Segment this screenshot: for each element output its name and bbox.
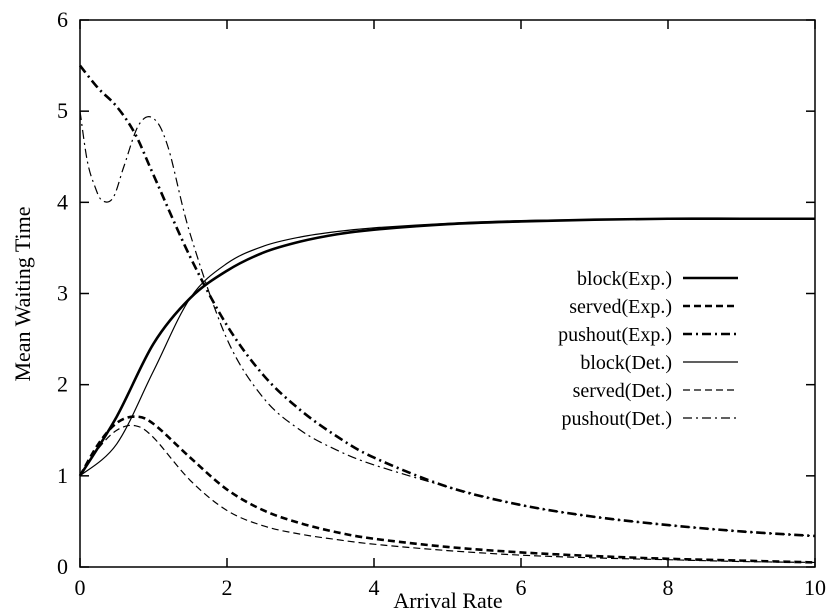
y-tick-label: 2	[57, 372, 68, 397]
y-tick-label: 6	[57, 7, 68, 32]
x-tick-label: 4	[369, 575, 380, 600]
y-tick-label: 1	[57, 463, 68, 488]
series-line-pushoutdet	[79, 111, 816, 537]
legend-label: pushout(Det.)	[561, 408, 672, 430]
y-tick-label: 5	[57, 98, 68, 123]
legend-label: block(Det.)	[580, 352, 672, 374]
x-tick-label: 10	[804, 575, 826, 600]
x-tick-label: 0	[75, 575, 86, 600]
x-tick-label: 6	[516, 575, 527, 600]
legend-label: served(Exp.)	[569, 296, 672, 318]
y-tick-label: 4	[57, 189, 68, 214]
legend-label: block(Exp.)	[577, 268, 672, 290]
y-tick-label: 3	[57, 281, 68, 306]
series-line-serveddet	[79, 424, 816, 564]
series-line-pushoutexp	[78, 64, 816, 538]
y-tick-label: 0	[57, 554, 68, 579]
x-axis-label: Arrival Rate	[393, 588, 502, 613]
x-tick-label: 2	[222, 575, 233, 600]
series-line-servedexp	[78, 415, 816, 564]
legend-label: served(Det.)	[573, 380, 672, 402]
y-axis-label: Mean Waiting Time	[10, 206, 35, 381]
series-line-blockdet	[79, 218, 815, 477]
plot-frame	[79, 19, 816, 568]
legend-label: pushout(Exp.)	[558, 324, 672, 346]
x-tick-label: 8	[663, 575, 674, 600]
